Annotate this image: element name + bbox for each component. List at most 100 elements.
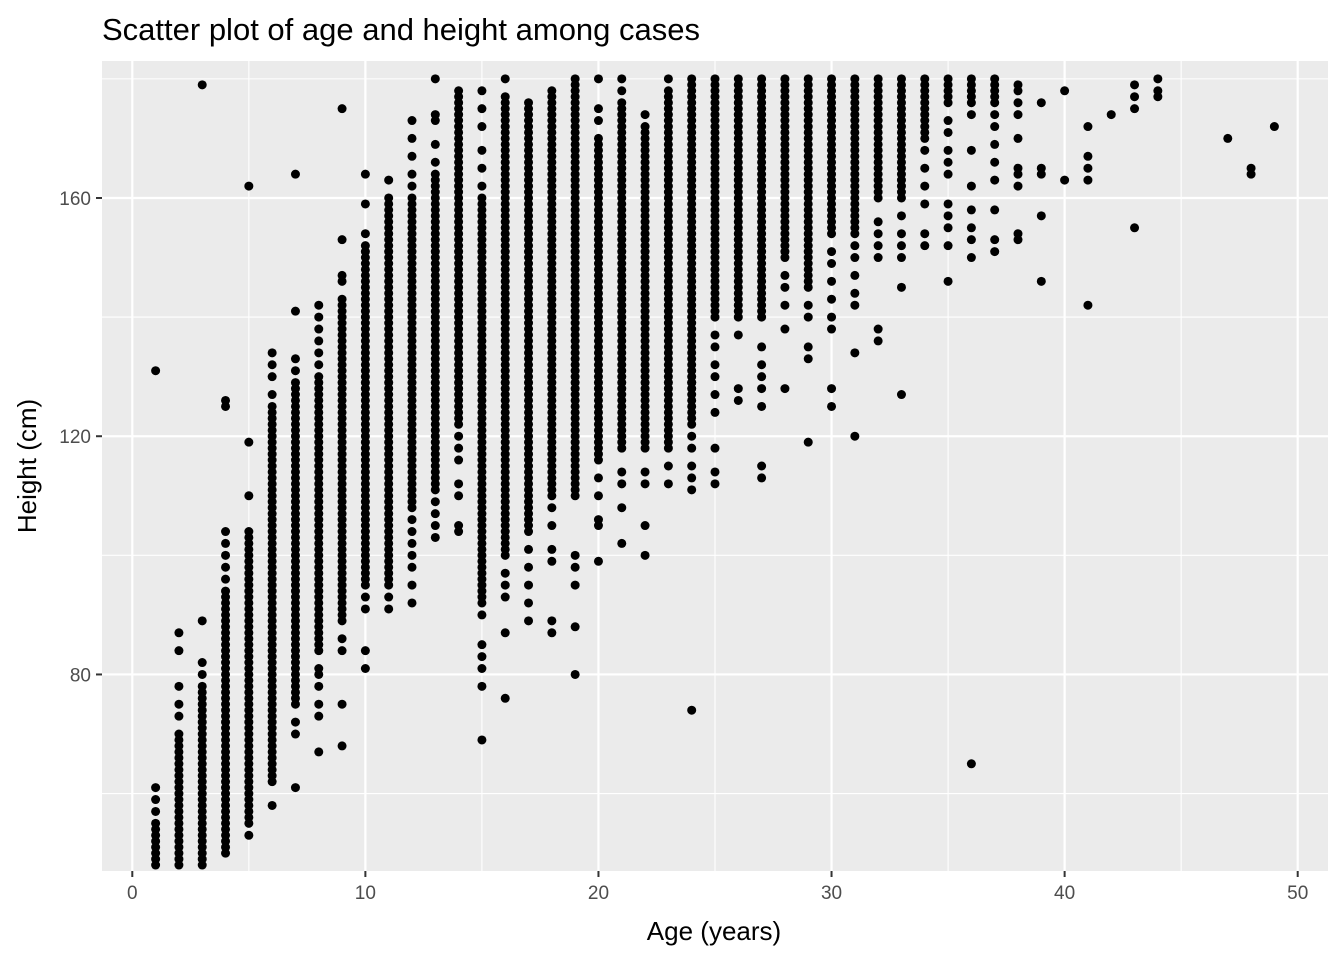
data-point bbox=[593, 74, 603, 84]
data-point bbox=[850, 74, 860, 84]
data-point bbox=[873, 229, 883, 239]
data-point bbox=[221, 562, 231, 572]
data-point bbox=[477, 145, 487, 155]
data-point bbox=[966, 223, 976, 233]
data-point bbox=[477, 640, 487, 650]
data-point bbox=[500, 628, 510, 638]
data-point bbox=[407, 598, 417, 608]
data-point bbox=[407, 550, 417, 560]
data-point bbox=[640, 122, 650, 132]
data-point bbox=[430, 110, 440, 120]
data-point bbox=[710, 479, 720, 489]
data-point bbox=[454, 431, 464, 441]
data-point bbox=[244, 491, 254, 501]
data-point bbox=[710, 74, 720, 84]
data-point bbox=[570, 550, 580, 560]
data-point bbox=[1106, 110, 1116, 120]
chart-title: Scatter plot of age and height among cas… bbox=[102, 12, 700, 47]
data-point bbox=[430, 509, 440, 519]
data-point bbox=[524, 562, 534, 572]
data-point bbox=[430, 532, 440, 542]
data-point bbox=[710, 443, 720, 453]
data-point bbox=[640, 110, 650, 120]
data-point bbox=[873, 241, 883, 251]
data-point bbox=[407, 116, 417, 126]
data-point bbox=[943, 74, 953, 84]
data-point bbox=[337, 270, 347, 280]
data-point bbox=[990, 235, 1000, 245]
data-point bbox=[990, 122, 1000, 132]
data-point bbox=[920, 241, 930, 251]
data-point bbox=[454, 443, 464, 453]
data-point bbox=[267, 800, 277, 810]
data-point bbox=[710, 467, 720, 477]
data-point bbox=[943, 223, 953, 233]
data-point bbox=[593, 133, 603, 143]
data-point bbox=[827, 259, 837, 268]
y-tick-label: 120 bbox=[59, 427, 91, 448]
data-point bbox=[803, 437, 813, 447]
data-point bbox=[757, 372, 767, 382]
data-point bbox=[500, 693, 510, 703]
data-point bbox=[524, 616, 534, 626]
y-axis: 80 120 160 bbox=[59, 189, 102, 686]
data-point bbox=[827, 247, 837, 257]
data-point bbox=[1060, 175, 1070, 185]
data-point bbox=[873, 324, 883, 334]
data-point bbox=[966, 181, 976, 191]
data-point bbox=[221, 527, 231, 537]
data-point bbox=[896, 282, 906, 292]
y-tick-label: 80 bbox=[70, 665, 91, 686]
data-point bbox=[990, 247, 1000, 257]
data-point bbox=[477, 122, 487, 132]
data-point bbox=[663, 74, 673, 84]
data-point bbox=[1013, 80, 1023, 90]
data-point bbox=[500, 74, 510, 84]
data-point bbox=[617, 98, 627, 108]
data-point bbox=[920, 181, 930, 191]
y-axis-title: Height (cm) bbox=[12, 399, 42, 533]
data-point bbox=[733, 384, 743, 394]
data-point bbox=[827, 294, 837, 304]
data-point bbox=[151, 783, 161, 793]
data-point bbox=[1083, 122, 1093, 132]
data-point bbox=[687, 473, 697, 483]
data-point bbox=[500, 592, 510, 602]
data-point bbox=[267, 348, 277, 358]
data-point bbox=[943, 145, 953, 155]
data-point bbox=[593, 116, 603, 126]
data-point bbox=[360, 664, 370, 673]
data-point bbox=[314, 699, 324, 709]
data-point bbox=[896, 74, 906, 84]
data-point bbox=[757, 342, 767, 352]
data-point bbox=[430, 169, 440, 179]
data-point bbox=[896, 241, 906, 251]
data-point bbox=[430, 157, 440, 167]
data-point bbox=[174, 699, 184, 709]
data-point bbox=[174, 646, 184, 656]
data-point bbox=[151, 366, 161, 376]
data-point bbox=[430, 139, 440, 149]
data-point bbox=[524, 544, 534, 554]
data-point bbox=[384, 193, 394, 203]
data-point bbox=[640, 467, 650, 477]
data-point bbox=[477, 163, 487, 173]
data-point bbox=[360, 604, 370, 614]
data-point bbox=[314, 336, 324, 346]
data-point bbox=[1013, 110, 1023, 120]
data-point bbox=[1269, 122, 1279, 132]
data-point bbox=[710, 390, 720, 400]
data-point bbox=[547, 628, 557, 638]
data-point bbox=[920, 74, 930, 84]
data-point bbox=[221, 395, 231, 405]
data-point bbox=[337, 634, 347, 644]
data-point bbox=[640, 521, 650, 531]
data-point bbox=[290, 783, 300, 793]
data-point bbox=[850, 241, 860, 251]
data-point bbox=[407, 193, 417, 203]
data-point bbox=[1083, 151, 1093, 161]
data-points bbox=[151, 74, 1279, 870]
data-point bbox=[477, 193, 487, 203]
data-point bbox=[617, 467, 627, 477]
x-tick-label: 10 bbox=[355, 883, 376, 904]
